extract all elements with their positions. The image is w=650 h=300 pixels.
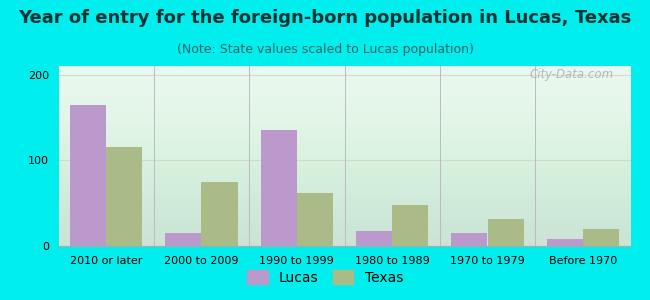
- Bar: [297, 193, 333, 246]
- Bar: [547, 239, 583, 246]
- Bar: [70, 105, 106, 246]
- Bar: [451, 233, 488, 246]
- Bar: [261, 130, 297, 246]
- Text: City-Data.com: City-Data.com: [529, 68, 614, 81]
- Text: Year of entry for the foreign-born population in Lucas, Texas: Year of entry for the foreign-born popul…: [18, 9, 632, 27]
- Bar: [165, 233, 202, 246]
- Bar: [356, 231, 392, 246]
- Bar: [202, 182, 238, 246]
- Bar: [583, 229, 619, 246]
- Bar: [488, 219, 524, 246]
- Text: (Note: State values scaled to Lucas population): (Note: State values scaled to Lucas popu…: [177, 44, 473, 56]
- Legend: Lucas, Texas: Lucas, Texas: [242, 264, 408, 290]
- Bar: [106, 147, 142, 246]
- Bar: [392, 205, 428, 246]
